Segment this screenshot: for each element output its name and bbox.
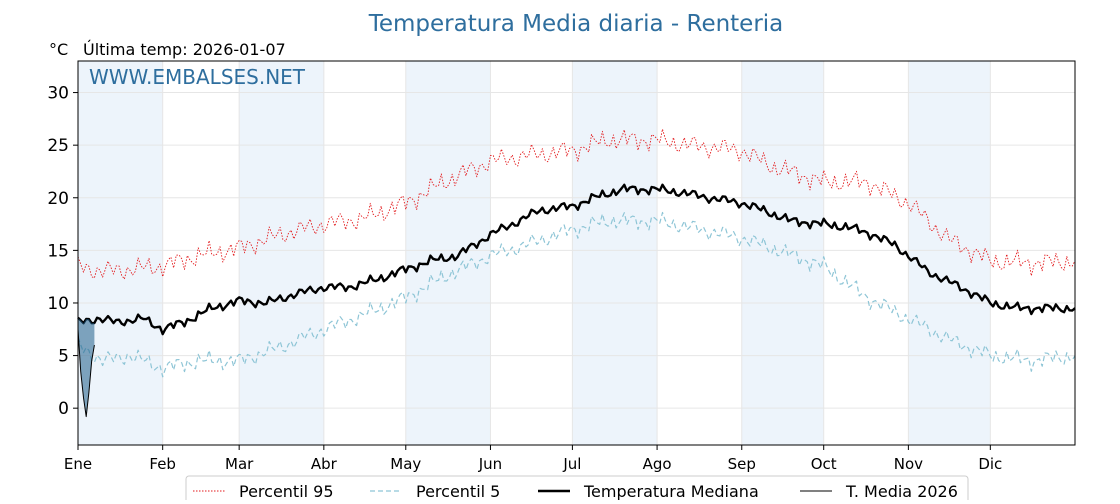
month-band-nov xyxy=(908,61,991,445)
month-band-jul xyxy=(572,61,658,445)
legend-frame xyxy=(185,475,969,504)
x-tick-label-mar: Mar xyxy=(225,455,254,473)
watermark: WWW.EMBALSES.NET xyxy=(89,65,306,89)
x-tick-label-may: May xyxy=(390,455,421,473)
plot-frame xyxy=(77,60,1076,446)
current-year-anomaly-fill xyxy=(78,317,95,417)
x-tick-label-sep: Sep xyxy=(728,455,756,473)
x-tick-label-abr: Abr xyxy=(311,455,338,473)
series-line-1 xyxy=(77,211,1076,378)
legend-label-3: T. Media 2026 xyxy=(845,482,958,500)
y-tick-label: 5 xyxy=(58,347,69,367)
month-band-ene xyxy=(78,61,163,445)
x-tick-label-oct: Oct xyxy=(811,455,837,473)
y-axis-ticks: 0 5 10 15 20 25 30 xyxy=(47,84,78,419)
y-tick-label: 20 xyxy=(47,189,69,209)
y-tick-label: 0 xyxy=(58,399,69,419)
y-tick-label: 10 xyxy=(47,294,69,314)
x-tick-label-ene: Ene xyxy=(64,455,92,473)
y-tick-label: 25 xyxy=(47,136,69,156)
series-line-3 xyxy=(77,329,95,418)
chart-title: Temperatura Media diaria - Renteria xyxy=(368,11,784,37)
series-lines xyxy=(77,128,1076,418)
x-tick-label-jun: Jun xyxy=(478,455,502,473)
month-band-sep xyxy=(741,61,824,445)
x-axis-ticks: Ene Feb Mar Abr May Jun Jul Ago Sep Oct Nov Dic xyxy=(64,445,1002,473)
last-temp-label: Última temp: 2026-01-07 xyxy=(83,40,286,59)
x-tick-label-feb: Feb xyxy=(149,455,176,473)
legend: Percentil 95 Percentil 5 Temperatura Media… xyxy=(185,475,969,504)
series-line-2 xyxy=(77,183,1076,336)
y-tick-label: 30 xyxy=(47,84,69,104)
legend-label-2: Temperatura Mediana xyxy=(583,482,759,500)
series-line-0 xyxy=(77,128,1076,280)
month-band-may xyxy=(405,61,491,445)
x-tick-label-ago: Ago xyxy=(643,455,672,473)
grid-lines xyxy=(77,61,1075,445)
month-band-mar xyxy=(239,61,324,445)
x-tick-label-dic: Dic xyxy=(978,455,1002,473)
legend-label-1: Percentil 5 xyxy=(416,482,500,500)
month-bands xyxy=(78,61,991,445)
unit-label: °C xyxy=(49,40,68,59)
legend-label-0: Percentil 95 xyxy=(239,482,334,500)
y-tick-label: 15 xyxy=(47,241,69,261)
x-tick-label-nov: Nov xyxy=(894,455,923,473)
x-tick-label-jul: Jul xyxy=(562,455,581,473)
